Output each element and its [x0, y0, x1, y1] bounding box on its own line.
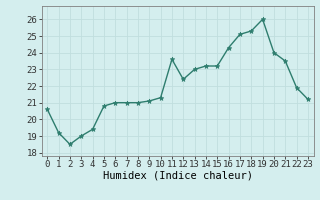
- X-axis label: Humidex (Indice chaleur): Humidex (Indice chaleur): [103, 171, 252, 181]
